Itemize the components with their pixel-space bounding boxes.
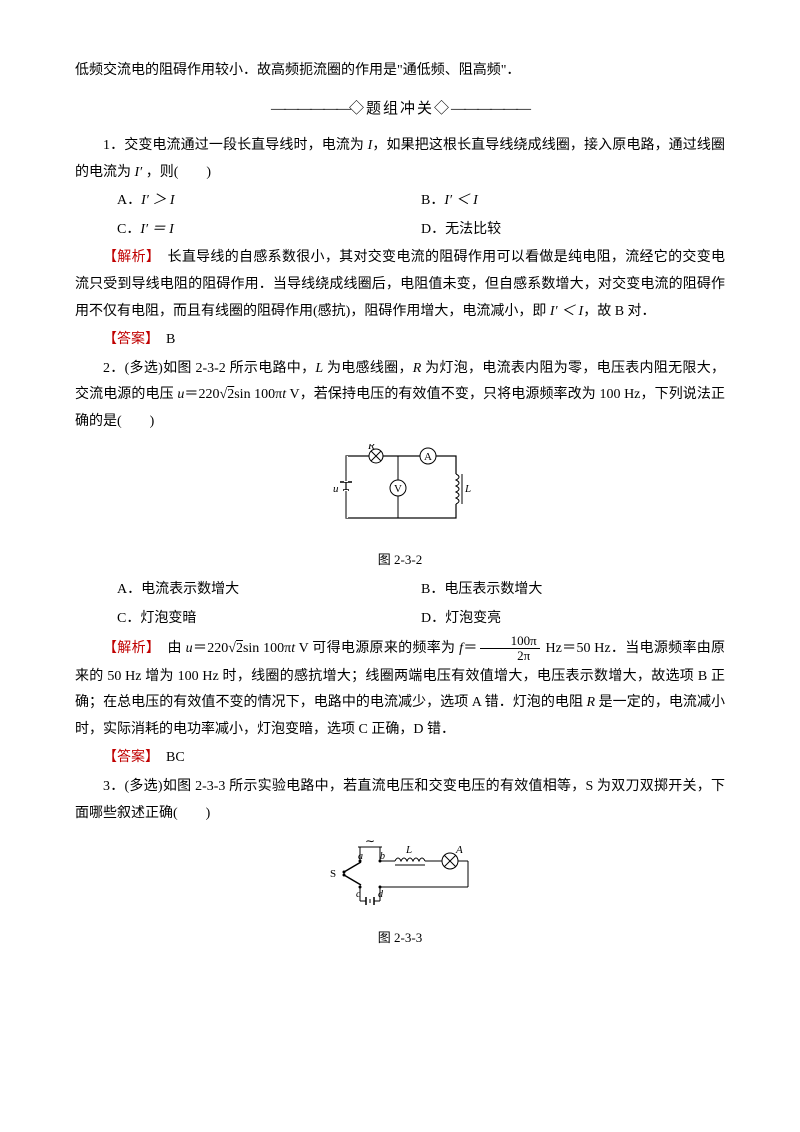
q2-answer: 【答案】 BC bbox=[75, 745, 725, 772]
q2-anal-p4: V 可得电源原来的频率为 bbox=[295, 641, 459, 656]
q1-optB-label: B． bbox=[421, 193, 444, 208]
q1-analysis: 【解析】 长直导线的自感系数很小，其对交变电流的阻碍作用可以看做是纯电阻，流经它… bbox=[75, 245, 725, 325]
q1-opt-a: A．I′ ＞ I bbox=[117, 188, 421, 215]
q2-anal-R: R bbox=[587, 695, 596, 710]
q1-optA-expr: I′ ＞ I bbox=[141, 193, 174, 208]
circuit-diagram-2: ∼ a b S c d L bbox=[320, 835, 480, 913]
q1-stem-part3: ，则( ) bbox=[142, 165, 211, 180]
q1-options-row2: C．I′ ＝ I D．无法比较 bbox=[75, 217, 725, 244]
q1-stem-part1: 1．交变电流通过一段长直导线时，电流为 bbox=[103, 138, 368, 153]
q1-optC-expr: I′ ＝ I bbox=[140, 222, 173, 237]
q1-analysis-end: ，故 B 对． bbox=[583, 304, 655, 319]
q2-analysis-label: 【解析】 bbox=[103, 641, 153, 656]
svg-text:A: A bbox=[424, 451, 432, 463]
q2-var-L: L bbox=[315, 361, 323, 376]
q1-opt-d: D．无法比较 bbox=[421, 217, 725, 244]
q2-stem-p2: 为电感线圈， bbox=[323, 361, 413, 376]
divider-text: ◇题组冲关◇ bbox=[349, 101, 451, 117]
q2-opt-a: A．电流表示数增大 bbox=[117, 577, 421, 604]
svg-text:u: u bbox=[333, 483, 339, 495]
q2-anal-sqrt-sym: √ bbox=[228, 641, 236, 656]
divider-line-right: —————— bbox=[451, 101, 529, 117]
svg-text:S: S bbox=[330, 868, 336, 880]
svg-text:L: L bbox=[405, 844, 412, 856]
q2-anal-sqrt-val: 2 bbox=[236, 641, 243, 656]
q1-answer: 【答案】 B bbox=[75, 327, 725, 354]
q2-opt-b: B．电压表示数增大 bbox=[421, 577, 725, 604]
q1-analysis-label: 【解析】 bbox=[103, 250, 153, 265]
svg-text:R: R bbox=[367, 444, 375, 452]
q1-optC-label: C． bbox=[117, 222, 140, 237]
section-divider: ——————◇题组冲关◇—————— bbox=[75, 95, 725, 124]
q1-answer-value: B bbox=[152, 332, 175, 347]
q1-optB-expr: I′ ＜ I bbox=[444, 193, 477, 208]
q2-anal-p2: ＝220 bbox=[193, 641, 229, 656]
q2-fraction: 100π2π bbox=[480, 634, 540, 664]
q2-anal-p3: sin 100π bbox=[243, 641, 291, 656]
q2-frac-den: 2π bbox=[480, 649, 540, 663]
intro-text: 低频交流电的阻碍作用较小．故高频扼流圈的作用是"通低频、阻高频"． bbox=[75, 58, 725, 85]
q2-answer-value: BC bbox=[152, 750, 185, 765]
q1-answer-label: 【答案】 bbox=[103, 332, 152, 347]
svg-text:d: d bbox=[378, 889, 384, 900]
figure-2-3-3-caption: 图 2-3-3 bbox=[75, 926, 725, 951]
q2-options-row1: A．电流表示数增大 B．电压表示数增大 bbox=[75, 577, 725, 604]
divider-line-left: —————— bbox=[271, 101, 349, 117]
q2-frac-num: 100π bbox=[480, 634, 540, 649]
q2-anal-u: u bbox=[186, 641, 193, 656]
figure-2-3-2-caption: 图 2-3-2 bbox=[75, 548, 725, 573]
svg-text:∼: ∼ bbox=[365, 835, 375, 848]
q2-sin: sin 100π bbox=[234, 387, 282, 402]
q1-options-row1: A．I′ ＞ I B．I′ ＜ I bbox=[75, 188, 725, 215]
q2-options-row2: C．灯泡变暗 D．灯泡变亮 bbox=[75, 606, 725, 633]
q2-stem-p1: 2．(多选)如图 2-3-2 所示电路中， bbox=[103, 361, 315, 376]
q2-anal-p1: 由 bbox=[153, 641, 185, 656]
figure-2-3-3: ∼ a b S c d L bbox=[75, 835, 725, 924]
q2-opt-d: D．灯泡变亮 bbox=[421, 606, 725, 633]
svg-text:L: L bbox=[464, 483, 471, 495]
q2-opt-c: C．灯泡变暗 bbox=[117, 606, 421, 633]
q2-eq: ＝220 bbox=[184, 387, 219, 402]
q2-stem: 2．(多选)如图 2-3-2 所示电路中，L 为电感线圈，R 为灯泡，电流表内阻… bbox=[75, 356, 725, 436]
q1-opt-c: C．I′ ＝ I bbox=[117, 217, 421, 244]
q2-answer-label: 【答案】 bbox=[103, 750, 152, 765]
figure-2-3-2: R A V u L bbox=[75, 444, 725, 547]
q1-optA-label: A． bbox=[117, 193, 141, 208]
svg-text:V: V bbox=[394, 483, 402, 495]
q3-stem: 3．(多选)如图 2-3-3 所示实验电路中，若直流电压和交变电压的有效值相等，… bbox=[75, 774, 725, 827]
q1-opt-b: B．I′ ＜ I bbox=[421, 188, 725, 215]
svg-text:A: A bbox=[455, 844, 463, 856]
circuit-diagram-1: R A V u L bbox=[328, 444, 473, 536]
q1-stem: 1．交变电流通过一段长直导线时，电流为 I，如果把这根长直导线绕成线圈，接入原电… bbox=[75, 133, 725, 186]
q2-f-eq: ＝ bbox=[463, 641, 478, 656]
q1-analysis-expr: I′ ＜ I bbox=[550, 304, 583, 319]
q2-analysis: 【解析】 由 u＝220√2sin 100πt V 可得电源原来的频率为 f＝1… bbox=[75, 634, 725, 743]
